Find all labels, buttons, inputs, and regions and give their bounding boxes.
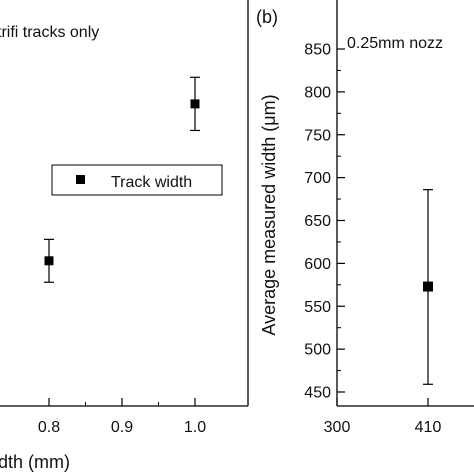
right-panel-title: 0.25mm nozz xyxy=(347,35,443,52)
right-y-tick-label: 850 xyxy=(304,42,331,59)
right-y-tick-label: 500 xyxy=(304,342,331,359)
right-y-ticks: 450 500 550 600 650 700 750 800 850 xyxy=(304,42,345,402)
legend: Track width xyxy=(51,164,223,196)
panel-label-b: (b) xyxy=(256,7,278,27)
right-y-axis-label: Average measured width (μm) xyxy=(259,94,279,335)
right-x-tick-label: 300 xyxy=(324,419,351,436)
right-y-tick-label: 700 xyxy=(304,170,331,187)
data-point xyxy=(423,281,433,292)
left-x-tick-label: 1.0 xyxy=(184,419,206,436)
legend-label: Track width xyxy=(111,174,192,191)
left-panel: trifi tracks only 0.8 0.9 1.0 dth (mm) Tra… xyxy=(0,0,249,472)
left-x-tick-label: 0.8 xyxy=(38,419,60,436)
legend-box xyxy=(51,164,223,196)
left-x-axis-label: dth (mm) xyxy=(0,452,70,472)
left-x-tick-label: 0.9 xyxy=(111,419,133,436)
right-y-tick-label: 800 xyxy=(304,84,331,101)
right-y-tick-label: 600 xyxy=(304,256,331,273)
right-x-ticks: 300 410 xyxy=(324,398,442,436)
left-x-ticks: 0.8 0.9 1.0 xyxy=(38,398,206,436)
right-y-tick-label: 750 xyxy=(304,127,331,144)
left-panel-title: trifi tracks only xyxy=(0,24,99,41)
right-x-tick-label: 410 xyxy=(415,419,442,436)
data-point xyxy=(190,99,200,109)
right-panel: (b) 0.25mm nozz Average measured width (… xyxy=(256,0,474,436)
legend-marker xyxy=(76,175,85,184)
right-y-tick-label: 650 xyxy=(304,213,331,230)
data-point xyxy=(44,256,54,266)
right-y-tick-label: 450 xyxy=(304,385,331,402)
right-series xyxy=(423,189,433,385)
right-y-tick-label: 550 xyxy=(304,299,331,316)
left-series-track-width xyxy=(44,76,200,283)
